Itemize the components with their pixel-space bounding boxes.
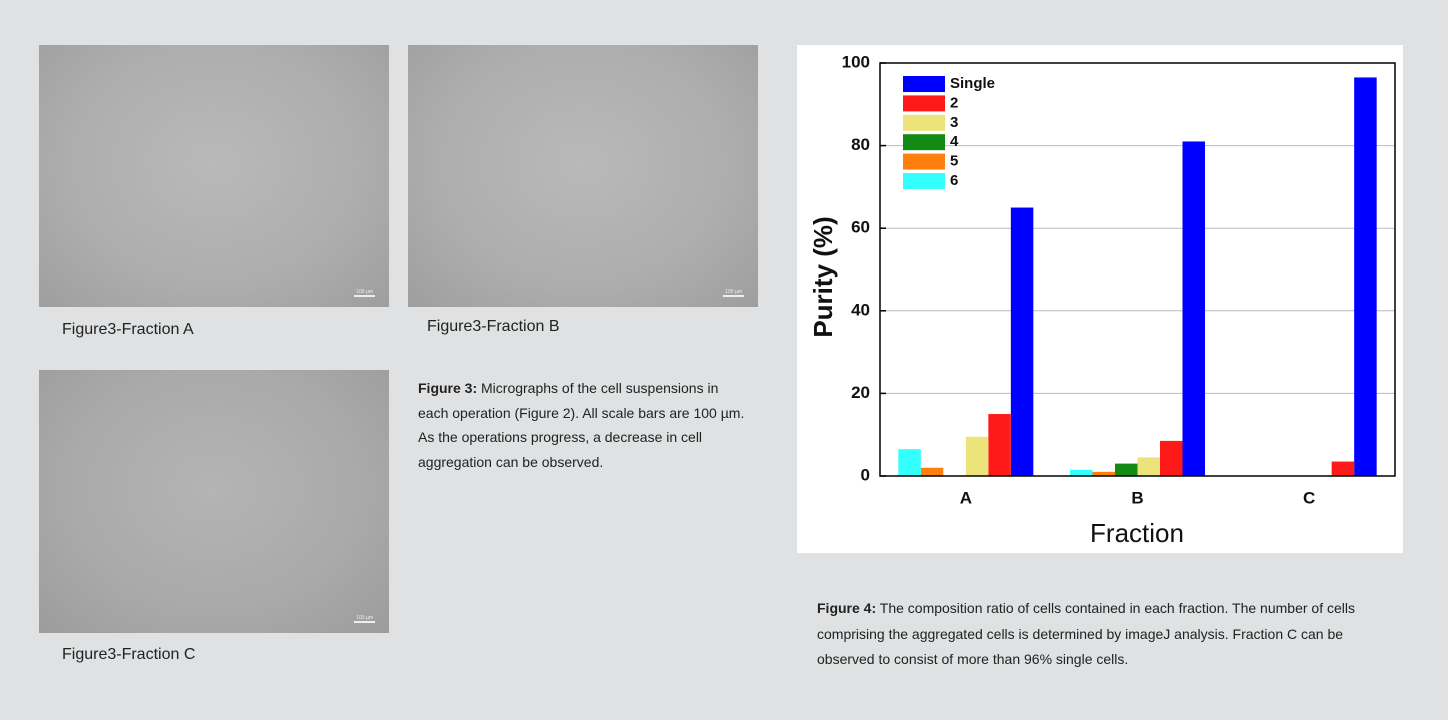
legend-label: 5 bbox=[950, 153, 958, 170]
legend-label: 6 bbox=[950, 172, 958, 189]
x-tick-label: B bbox=[1131, 488, 1143, 507]
legend-swatch bbox=[903, 134, 945, 150]
caption-label: Figure 3: bbox=[418, 380, 477, 396]
y-tick-label: 80 bbox=[851, 135, 870, 154]
bar bbox=[1160, 441, 1183, 476]
legend-label: 4 bbox=[950, 133, 959, 150]
scale-bar: 100 µm bbox=[723, 289, 744, 297]
bar bbox=[921, 468, 944, 476]
image-caption: Figure3-Fraction A bbox=[62, 321, 194, 339]
x-tick-label: A bbox=[960, 488, 972, 507]
y-tick-label: 20 bbox=[851, 383, 870, 402]
bar bbox=[1115, 464, 1138, 476]
legend-swatch bbox=[903, 173, 945, 189]
legend-swatch bbox=[903, 154, 945, 170]
x-axis-title: Fraction bbox=[1090, 518, 1184, 548]
bar bbox=[988, 414, 1011, 476]
scale-bar: 100 µm bbox=[354, 615, 375, 623]
image-caption: Figure3-Fraction B bbox=[427, 318, 560, 336]
bar bbox=[966, 437, 989, 476]
bar bbox=[1011, 208, 1034, 476]
chart: Purity (%) Fraction 0 20 40 60 80 100 A B C Singl… bbox=[797, 45, 1403, 553]
bar bbox=[1070, 470, 1093, 476]
y-tick-label: 40 bbox=[851, 300, 870, 319]
micrograph: 100 µm bbox=[39, 45, 389, 307]
y-tick-label: 60 bbox=[851, 218, 870, 237]
figure-caption: Figure 3: Micrographs of the cell suspen… bbox=[418, 376, 748, 474]
image-caption: Figure3-Fraction C bbox=[62, 646, 195, 664]
legend-swatch bbox=[903, 115, 945, 131]
bar bbox=[1138, 457, 1161, 476]
bar bbox=[1354, 77, 1377, 476]
micrograph: 100 µm bbox=[408, 45, 758, 307]
legend-label: 2 bbox=[950, 94, 958, 111]
bar bbox=[1183, 141, 1206, 476]
page: 100 µm 100 µm 100 µm Figure3-Fraction A … bbox=[0, 0, 1448, 720]
legend-label: 3 bbox=[950, 114, 958, 131]
bar bbox=[1332, 462, 1355, 476]
legend-swatch bbox=[903, 95, 945, 111]
figure-caption: Figure 4: The composition ratio of cells… bbox=[817, 596, 1377, 673]
y-tick-label: 100 bbox=[842, 52, 870, 71]
legend-swatch bbox=[903, 76, 945, 92]
scale-bar: 100 µm bbox=[354, 289, 375, 297]
micrograph: 100 µm bbox=[39, 370, 389, 633]
bar bbox=[898, 449, 921, 476]
y-tick-label: 0 bbox=[861, 465, 870, 484]
caption-text: The composition ratio of cells contained… bbox=[817, 600, 1355, 667]
y-axis-title: Purity (%) bbox=[808, 216, 838, 337]
x-tick-label: C bbox=[1303, 488, 1315, 507]
caption-label: Figure 4: bbox=[817, 600, 876, 616]
legend-label: Single bbox=[950, 75, 995, 92]
